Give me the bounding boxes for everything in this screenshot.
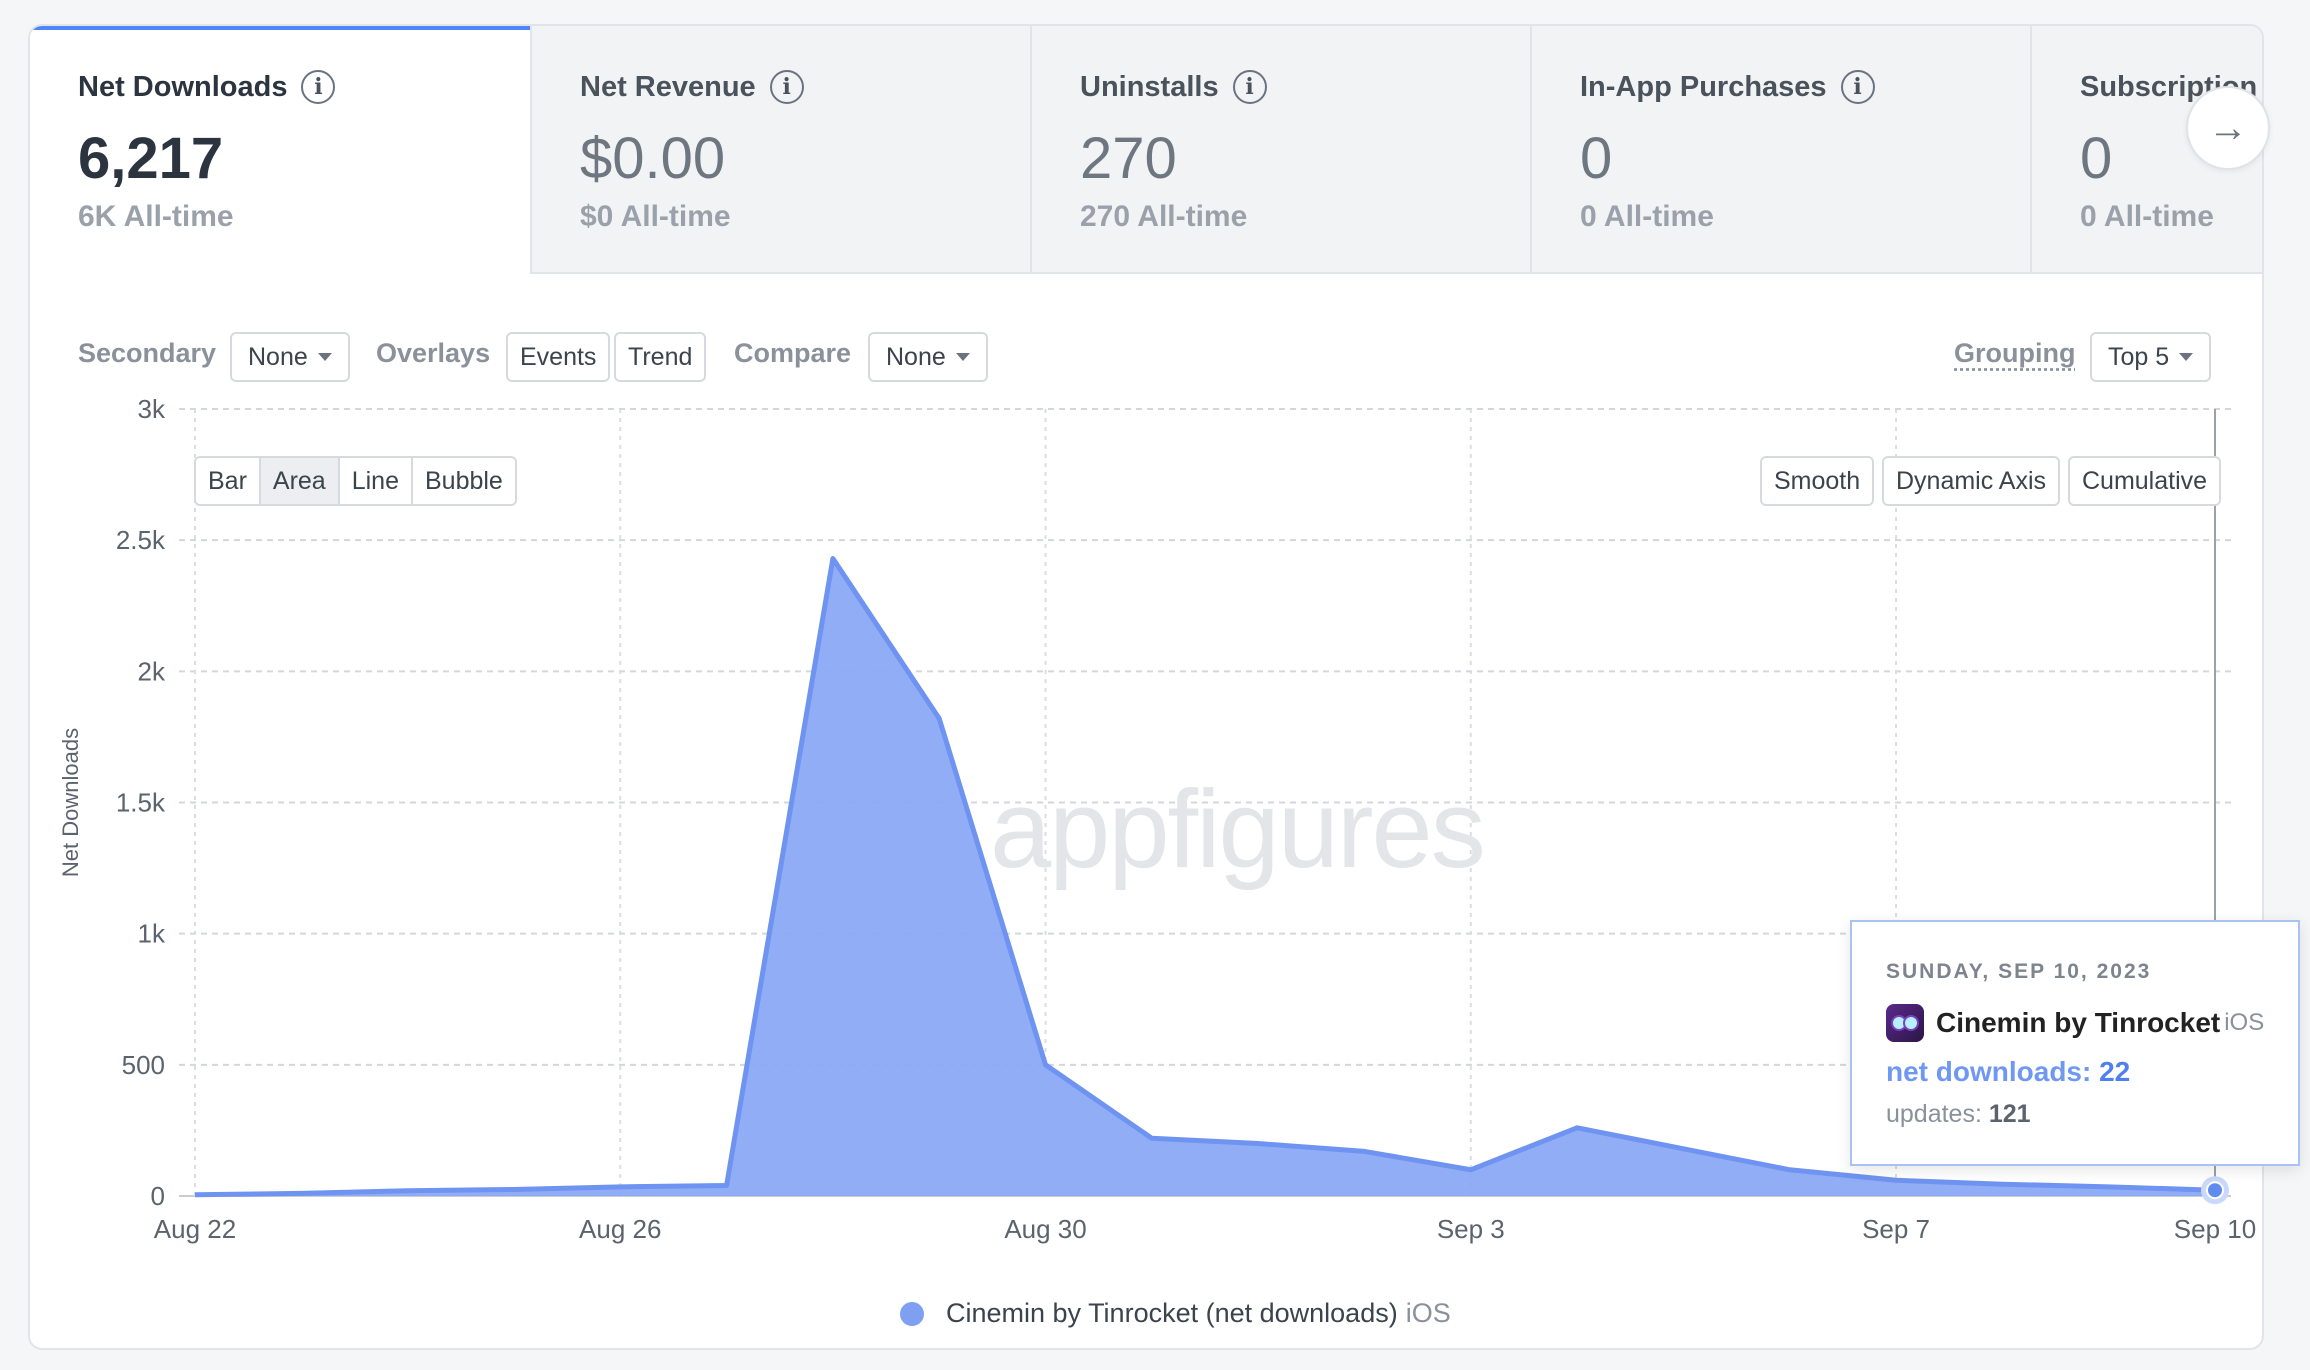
x-tick-label: Sep 7 [1862, 1214, 1930, 1244]
next-arrow-button[interactable]: → [2186, 86, 2270, 170]
y-tick-label: 0 [151, 1181, 165, 1211]
legend-label: Cinemin by Tinrocket (net downloads) [946, 1298, 1398, 1328]
tooltip-updates-value: 121 [1988, 1100, 2031, 1128]
overlays-label: Overlays [376, 338, 491, 368]
x-tick-label: Aug 30 [1004, 1214, 1086, 1244]
info-icon[interactable]: i [1840, 70, 1875, 104]
grouping-value: Top 5 [2108, 342, 2170, 371]
y-tick-label: 500 [122, 1050, 165, 1080]
caret-down-icon [317, 353, 332, 361]
tab-net-revenue[interactable]: Net Revenue i $0.00 $0 All-time [530, 26, 1030, 274]
tooltip-app-name: Cinemin by Tinrocket [1936, 1007, 2221, 1038]
metric-alltime: 0 All-time [1580, 200, 1714, 233]
tooltip-metric-value: 22 [2099, 1056, 2131, 1087]
metric-value: 270 [1080, 126, 1177, 191]
compare-value: None [886, 342, 946, 371]
y-tick-label: 3k [138, 394, 166, 424]
metric-value: 6,217 [78, 126, 224, 191]
caret-down-icon [2179, 353, 2194, 361]
chart-plot[interactable]: 0 500 1k 1.5k 2k 2.5k 3k Aug 22 Aug 26 Aug 30 Sep … [30, 26, 2264, 1350]
x-tick-label: Aug 22 [154, 1214, 236, 1244]
metric-title: In-App Purchases [1580, 70, 1827, 103]
chart-type-area[interactable]: Area [260, 458, 340, 504]
x-tick-label: Sep 3 [1437, 1214, 1505, 1244]
y-tick-label: 2.5k [116, 525, 166, 555]
info-icon[interactable]: i [1232, 70, 1267, 104]
metric-alltime: 270 All-time [1080, 200, 1248, 233]
app-icon [1886, 1004, 1924, 1042]
tooltip-metric-label: net downloads: [1886, 1056, 2092, 1087]
tooltip-updates-label: updates: [1886, 1100, 1982, 1128]
secondary-value: None [248, 342, 308, 371]
metric-tabs: Net Downloads i 6,217 6K All-time Net Rev… [30, 26, 2262, 274]
secondary-dropdown[interactable]: None [230, 332, 350, 382]
metric-value: 0 [1580, 126, 1613, 191]
tooltip-platform: iOS [2224, 1009, 2265, 1036]
chart-card: Net Downloads i 6,217 6K All-time Net Rev… [28, 24, 2264, 1350]
info-icon[interactable]: i [301, 70, 336, 104]
compare-label: Compare [734, 338, 852, 368]
events-label: Events [520, 342, 597, 371]
hover-marker [2206, 1181, 2224, 1200]
arrow-right-icon: → [2208, 105, 2248, 150]
y-axis-title: Net Downloads [58, 728, 83, 877]
caret-down-icon [955, 353, 970, 361]
y-tick-label: 1.5k [116, 788, 166, 818]
metric-value: 0 [2080, 126, 2113, 191]
series-line [194, 556, 2216, 1198]
tab-uninstalls[interactable]: Uninstalls i 270 270 All-time [1030, 26, 1530, 274]
metric-value: $0.00 [580, 126, 726, 191]
chart-type-line[interactable]: Line [340, 458, 413, 504]
metric-title: Net Revenue [580, 70, 756, 103]
metric-alltime: 0 All-time [2080, 200, 2214, 233]
x-tick-label: Aug 26 [579, 1214, 661, 1244]
metric-alltime: $0 All-time [580, 200, 731, 233]
metric-alltime: 6K All-time [78, 200, 234, 233]
trend-label: Trend [628, 342, 693, 371]
events-button[interactable]: Events [506, 332, 611, 382]
chart-tooltip: SUNDAY, SEP 10, 2023 Cinemin by Tinrocke… [1850, 920, 2300, 1166]
tab-net-downloads[interactable]: Net Downloads i 6,217 6K All-time [30, 26, 530, 274]
metric-title: Net Downloads [78, 70, 288, 103]
grouping-label[interactable]: Grouping [1954, 338, 2076, 368]
compare-dropdown[interactable]: None [868, 332, 988, 382]
secondary-label: Secondary [78, 338, 217, 368]
chart-type-bar[interactable]: Bar [196, 458, 261, 504]
chart-type-bubble[interactable]: Bubble [424, 466, 503, 495]
grouping-dropdown[interactable]: Top 5 [2090, 332, 2212, 382]
y-tick-label: 2k [138, 656, 166, 686]
watermark: appfigures [990, 768, 1486, 891]
dynamic-axis-button[interactable]: Dynamic Axis [1882, 456, 2061, 506]
tooltip-date: SUNDAY, SEP 10, 2023 [1886, 960, 2152, 983]
legend-platform: iOS [1405, 1298, 1451, 1328]
y-tick-label: 1k [138, 919, 166, 949]
cumulative-button[interactable]: Cumulative [2068, 456, 2222, 506]
legend-marker [900, 1301, 924, 1326]
trend-button[interactable]: Trend [614, 332, 707, 382]
chart-legend[interactable]: Cinemin by Tinrocket (net downloads) iOS [900, 1298, 1451, 1329]
x-tick-label: Sep 10 [2174, 1214, 2256, 1244]
info-icon[interactable]: i [769, 70, 804, 104]
tab-in-app-purchases[interactable]: In-App Purchases i 0 0 All-time [1530, 26, 2030, 274]
metric-title: Uninstalls [1080, 70, 1219, 103]
chart-type-selector: Bar Area Line Bubble [194, 456, 517, 506]
smooth-button[interactable]: Smooth [1760, 456, 1875, 506]
